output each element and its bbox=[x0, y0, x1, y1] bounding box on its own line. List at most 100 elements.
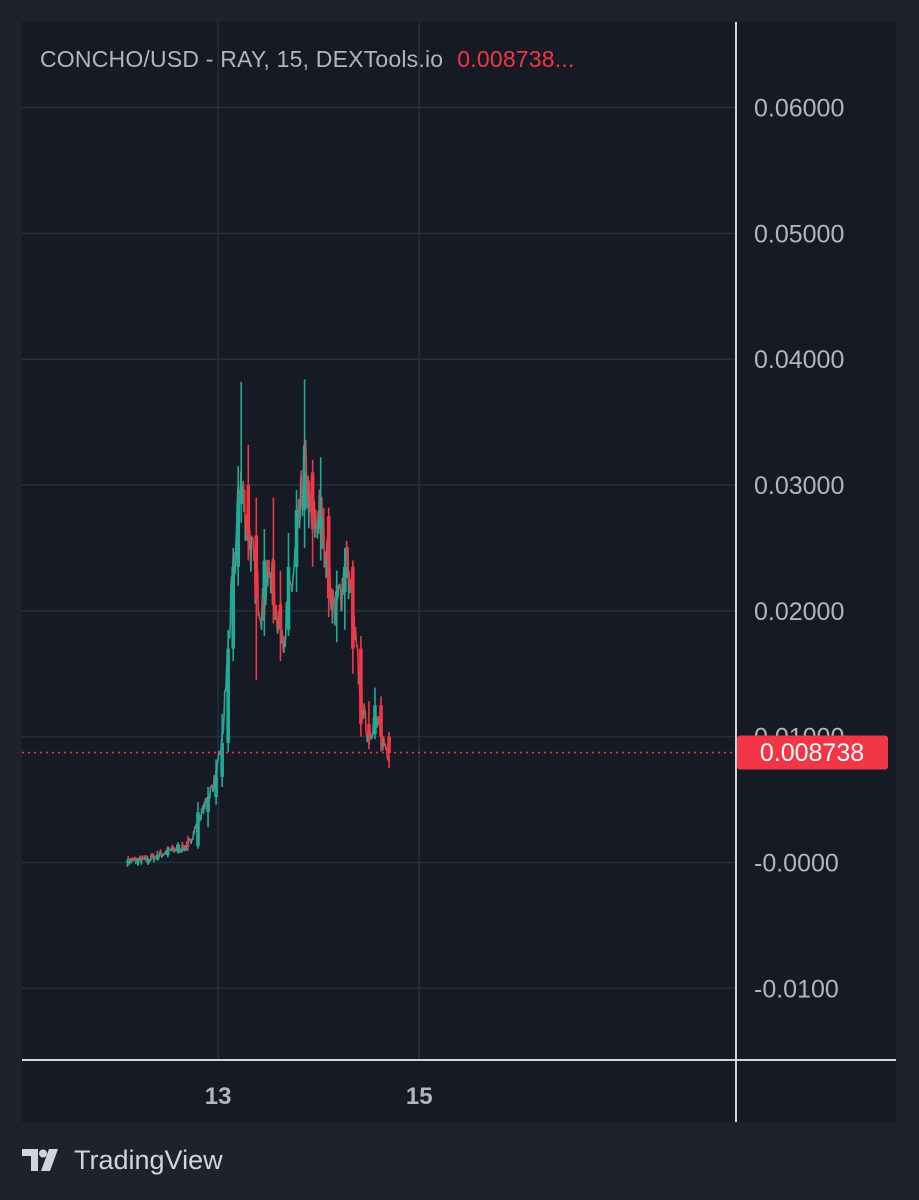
candle-body bbox=[220, 742, 224, 777]
price-segment bbox=[304, 439, 308, 460]
candle-body bbox=[145, 858, 150, 861]
candle-body bbox=[125, 861, 130, 863]
x-tick-label: 15 bbox=[406, 1083, 433, 1110]
candle-body bbox=[286, 566, 291, 630]
last-price-tag-label: 0.008738 bbox=[760, 739, 864, 767]
legend[interactable]: CONCHO/USD - RAY, 15, DEXTools.io 0.00873… bbox=[40, 46, 575, 73]
price-segment bbox=[281, 635, 285, 652]
price-segment bbox=[284, 635, 287, 648]
price-segment bbox=[334, 613, 337, 626]
price-segment bbox=[317, 489, 321, 534]
candle-body bbox=[135, 859, 140, 862]
x-axis-labels: 13 15 bbox=[205, 1083, 433, 1110]
candle-body bbox=[196, 812, 200, 847]
tradingview-logo-icon bbox=[22, 1149, 58, 1171]
price-segment bbox=[260, 603, 263, 631]
candle-body bbox=[373, 705, 377, 735]
y-tick-label: 0.02000 bbox=[754, 598, 844, 626]
candle-body bbox=[166, 851, 170, 855]
price-segment bbox=[305, 457, 308, 505]
candle-body bbox=[236, 503, 241, 567]
candle-body bbox=[334, 591, 339, 599]
candle-body bbox=[214, 776, 218, 798]
y-tick-label: 0.04000 bbox=[754, 346, 844, 374]
candle-body bbox=[359, 648, 363, 725]
candle-body bbox=[262, 560, 267, 599]
candle-body bbox=[302, 472, 307, 511]
price-segment bbox=[228, 622, 232, 639]
candle-body bbox=[318, 516, 323, 530]
price-segment bbox=[356, 645, 359, 656]
price-segment bbox=[217, 753, 220, 762]
vertical-grid bbox=[217, 22, 420, 1060]
last-price-tag: 0.008738 bbox=[737, 735, 888, 770]
tradingview-brand[interactable]: TradingView bbox=[22, 1142, 223, 1178]
x-tick-label: 13 bbox=[205, 1083, 232, 1110]
last-price-tag-box bbox=[737, 735, 888, 770]
candle-body bbox=[155, 854, 160, 859]
brand-name: TradingView bbox=[74, 1144, 223, 1175]
price-segment bbox=[275, 605, 278, 629]
candle-body bbox=[254, 535, 259, 599]
y-axis-labels: 0.060000.050000.040000.030000.020000.010… bbox=[754, 95, 844, 1004]
price-segment bbox=[291, 583, 294, 593]
price-segment bbox=[355, 636, 358, 647]
price-segment bbox=[144, 855, 148, 863]
price-segment bbox=[244, 525, 247, 542]
horizontal-grid bbox=[22, 106, 736, 990]
candle-body bbox=[367, 724, 371, 735]
price-segment bbox=[222, 727, 225, 735]
price-segment bbox=[258, 612, 261, 620]
price-segment bbox=[229, 584, 232, 625]
price-segment bbox=[349, 578, 352, 594]
candle-body bbox=[176, 844, 180, 852]
y-tick-label: 0.05000 bbox=[754, 220, 844, 248]
price-segment bbox=[234, 542, 237, 574]
candle-body bbox=[326, 516, 331, 599]
candle-body bbox=[246, 485, 251, 536]
price-segment bbox=[339, 583, 342, 591]
price-segment bbox=[293, 561, 296, 572]
price-segment bbox=[299, 479, 302, 519]
price-segment bbox=[284, 601, 288, 638]
price-segment bbox=[354, 627, 357, 639]
candle-body bbox=[278, 604, 283, 630]
candle-body bbox=[310, 472, 315, 530]
price-segment bbox=[314, 509, 318, 526]
price-series[interactable] bbox=[125, 379, 391, 868]
candle-body bbox=[239, 485, 244, 504]
price-segment bbox=[222, 714, 225, 730]
price-segment bbox=[309, 493, 312, 512]
axes bbox=[22, 22, 896, 1122]
candle-body bbox=[343, 566, 347, 592]
candle-body bbox=[351, 566, 355, 649]
price-segment bbox=[321, 539, 324, 550]
price-segment bbox=[308, 480, 311, 496]
price-segment bbox=[250, 535, 253, 572]
legend-symbol: CONCHO/USD - RAY, 15, DEXTools.io bbox=[40, 46, 444, 72]
price-segment bbox=[300, 470, 303, 505]
price-segment bbox=[325, 543, 328, 579]
candle-body bbox=[387, 736, 391, 754]
price-segment bbox=[385, 747, 388, 758]
price-segment bbox=[251, 537, 255, 544]
plot-panel[interactable] bbox=[22, 22, 896, 1122]
y-tick-label: 0.06000 bbox=[754, 95, 844, 123]
candle-body bbox=[186, 844, 190, 847]
price-segment bbox=[298, 517, 301, 529]
legend-price: 0.008738... bbox=[457, 46, 575, 72]
price-segment bbox=[208, 786, 212, 800]
candle-body bbox=[226, 648, 230, 743]
y-tick-label: 0.03000 bbox=[754, 472, 844, 500]
candle-body bbox=[206, 797, 210, 813]
price-segment bbox=[200, 807, 203, 821]
price-segment bbox=[364, 711, 367, 732]
price-segment bbox=[223, 690, 226, 716]
price-segment bbox=[291, 574, 294, 586]
candle-body bbox=[294, 510, 299, 567]
candle-body bbox=[271, 560, 276, 605]
price-segment bbox=[281, 629, 284, 637]
price-segment bbox=[322, 507, 326, 568]
